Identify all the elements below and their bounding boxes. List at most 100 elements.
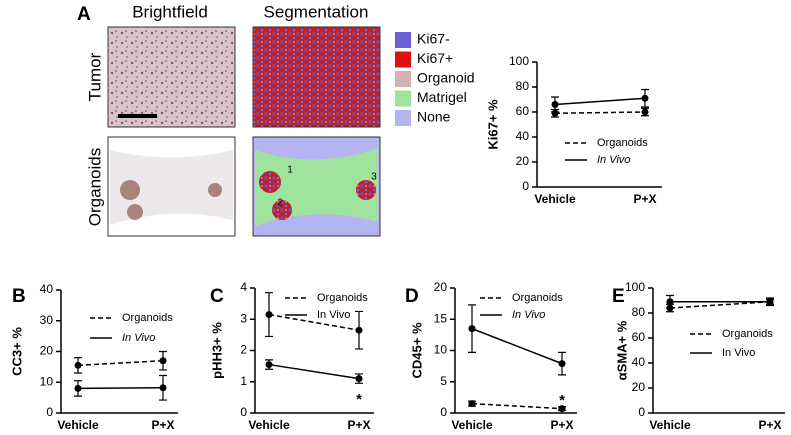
y-tick-label: 100 <box>509 54 529 68</box>
x-tick-label: Vehicle <box>57 418 99 432</box>
data-point <box>74 361 82 369</box>
series-line <box>471 402 563 410</box>
y-axis-label: Ki67+ % <box>485 99 500 150</box>
data-point <box>558 405 566 413</box>
x-tick-label: P+X <box>347 418 370 432</box>
y-tick-label: 40 <box>40 282 54 296</box>
legend-swatch <box>395 90 411 107</box>
x-tick-label: Vehicle <box>534 192 576 206</box>
y-tick-label: 80 <box>516 79 530 93</box>
y-tick-label: 4 <box>240 280 247 294</box>
data-point <box>558 360 566 368</box>
y-tick-label: 15 <box>434 311 448 325</box>
organoid <box>127 204 143 220</box>
series-line <box>268 313 360 331</box>
panel-letter: D <box>405 286 419 307</box>
data-point <box>355 375 363 383</box>
x-tick-label: P+X <box>758 418 781 432</box>
organoid <box>356 180 376 200</box>
y-tick-label: 40 <box>632 355 646 369</box>
series-line <box>554 111 646 114</box>
data-point <box>265 311 273 319</box>
legend-label: None <box>417 109 451 125</box>
legend-label: Organoids <box>122 312 173 324</box>
significance-mark: * <box>559 392 565 409</box>
data-point <box>766 298 774 306</box>
y-axis-label: CD45+ % <box>409 322 424 378</box>
series-line <box>77 387 164 390</box>
panel-a-images <box>107 26 381 237</box>
y-tick-label: 20 <box>632 380 646 394</box>
organoid <box>259 171 281 193</box>
legend-label: Organoids <box>722 328 773 340</box>
y-tick-label: 3 <box>240 311 247 325</box>
panel-letter: B <box>12 286 26 307</box>
y-tick-label: 60 <box>516 104 530 118</box>
data-point <box>468 400 476 408</box>
legend-label: Ki67+ <box>417 50 453 66</box>
significance-mark: * <box>356 391 362 408</box>
y-tick-label: 0 <box>46 405 53 419</box>
region-label: 1 <box>287 165 293 176</box>
organoid <box>208 183 222 197</box>
legend-label: In Vivo <box>597 154 630 166</box>
y-tick-label: 0 <box>638 405 645 419</box>
y-tick-label: 60 <box>632 330 646 344</box>
legend-swatch <box>395 51 411 68</box>
row-header: Organoids <box>85 148 104 226</box>
legend-swatch <box>395 71 411 87</box>
data-point <box>159 384 167 392</box>
y-tick-label: 20 <box>40 344 54 358</box>
series-line <box>77 359 164 367</box>
x-tick-label: Vehicle <box>649 418 691 432</box>
panel-letter: A <box>77 4 91 25</box>
x-tick-label: P+X <box>633 192 656 206</box>
y-axis-label: αSMA+ % <box>614 320 629 380</box>
panel-letter: C <box>210 286 224 307</box>
legend-label: Organoids <box>512 292 563 304</box>
series-line <box>669 301 771 309</box>
data-point <box>551 101 559 108</box>
series-line <box>268 363 360 380</box>
x-tick-label: P+X <box>550 418 573 432</box>
legend-label: Ki67- <box>417 31 450 47</box>
x-tick-label: P+X <box>151 418 174 432</box>
y-tick-label: 1 <box>240 374 247 388</box>
data-point <box>666 298 674 306</box>
legend-label: Organoids <box>597 137 648 149</box>
legend-label: In Vivo <box>722 347 755 359</box>
y-tick-label: 0 <box>240 405 247 419</box>
y-tick-label: 20 <box>516 154 530 168</box>
y-tick-label: 5 <box>440 374 447 388</box>
y-tick-label: 40 <box>516 129 530 143</box>
legend-label: Organoid <box>417 70 475 86</box>
data-point <box>641 108 649 116</box>
tumor-segmentation <box>252 26 381 128</box>
y-tick-label: 10 <box>434 343 448 357</box>
column-header: Brightfield <box>132 2 208 21</box>
column-header: Segmentation <box>264 2 369 21</box>
y-axis-label: CC3+ % <box>9 327 24 376</box>
y-tick-label: 80 <box>632 305 646 319</box>
x-tick-label: Vehicle <box>248 418 290 432</box>
y-tick-label: 10 <box>40 374 54 388</box>
legend-label: In Vivo <box>122 332 155 344</box>
legend-label: In Vivo <box>512 309 545 321</box>
data-point <box>355 326 363 334</box>
region-label: 3 <box>371 172 377 183</box>
data-point <box>468 325 476 333</box>
data-point <box>159 357 167 365</box>
organoid <box>272 200 292 220</box>
y-tick-label: 2 <box>240 343 247 357</box>
row-header: Tumor <box>85 52 104 101</box>
y-tick-label: 30 <box>40 313 54 327</box>
y-axis-label: pHH3+ % <box>209 322 224 379</box>
y-tick-label: 0 <box>440 405 447 419</box>
data-point <box>265 361 273 369</box>
organoid <box>120 180 140 200</box>
y-tick-label: 20 <box>434 280 448 294</box>
data-point <box>641 94 649 102</box>
legend-label: In Vivo <box>317 309 350 321</box>
legend-swatch <box>395 32 411 48</box>
